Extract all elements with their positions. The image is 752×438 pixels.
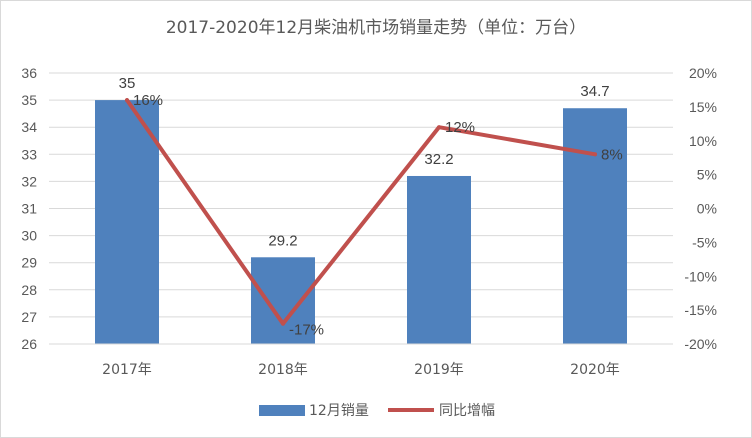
bar-data-label: 29.2	[268, 232, 297, 249]
line-data-label: 8%	[601, 146, 623, 163]
y2-tick-label: -5%	[692, 234, 717, 250]
legend-label: 12月销量	[309, 403, 369, 419]
y2-tick-label: -15%	[684, 302, 717, 318]
line-series	[125, 98, 597, 326]
y2-tick-label: -20%	[684, 336, 717, 352]
bar-series	[95, 100, 627, 344]
line-data-label: 12%	[445, 119, 475, 136]
legend: 12月销量 同比增幅	[259, 403, 495, 419]
line-data-label: -17%	[289, 322, 324, 339]
y-tick-label: 30	[21, 228, 37, 244]
x-tick-label: 2020年	[570, 362, 620, 378]
left-axis: 26 27 28 29 30 31 32 33 34 35 36	[21, 65, 37, 352]
line-point	[281, 321, 285, 326]
y-tick-label: 35	[21, 92, 37, 108]
data-labels: 35 29.2 32.2 34.7 16% -17% 12% 8%	[119, 75, 623, 339]
bar-data-label: 35	[119, 75, 136, 92]
right-axis: -20% -15% -10% -5% 0% 5% 10% 15% 20%	[684, 65, 717, 352]
bar	[407, 175, 471, 344]
bar-data-label: 34.7	[580, 83, 609, 100]
y-tick-label: 31	[21, 201, 37, 217]
legend-label: 同比增幅	[439, 403, 495, 419]
x-tick-label: 2017年	[102, 362, 152, 378]
y-tick-label: 29	[21, 255, 37, 271]
x-tick-label: 2019年	[414, 362, 464, 378]
line-data-label: 16%	[133, 92, 163, 109]
y2-tick-label: -10%	[684, 268, 717, 284]
y2-tick-label: 0%	[697, 201, 717, 217]
x-tick-label: 2018年	[258, 362, 308, 378]
y-tick-label: 34	[21, 119, 37, 135]
y2-tick-label: 20%	[689, 65, 717, 81]
chart-title: 2017-2020年12月柴油机市场销量走势（单位：万台）	[165, 18, 587, 38]
bar-data-label: 32.2	[424, 151, 453, 168]
y-tick-label: 26	[21, 336, 37, 352]
line-series-path	[125, 98, 597, 326]
y2-tick-label: 5%	[697, 167, 717, 183]
line-point	[593, 152, 597, 157]
y2-tick-label: 10%	[689, 133, 717, 149]
bar	[95, 100, 159, 344]
bar	[251, 257, 315, 344]
y-tick-label: 32	[21, 173, 37, 189]
y-tick-label: 27	[21, 309, 37, 325]
bar	[563, 108, 627, 344]
line-point	[437, 125, 441, 130]
y-tick-label: 33	[21, 146, 37, 162]
legend-swatch-bar	[259, 405, 305, 416]
line-point	[125, 98, 129, 103]
y-tick-label: 36	[21, 65, 37, 81]
y2-tick-label: 15%	[689, 99, 717, 115]
y-tick-label: 28	[21, 282, 37, 298]
category-axis: 2017年 2018年 2019年 2020年	[49, 343, 673, 378]
